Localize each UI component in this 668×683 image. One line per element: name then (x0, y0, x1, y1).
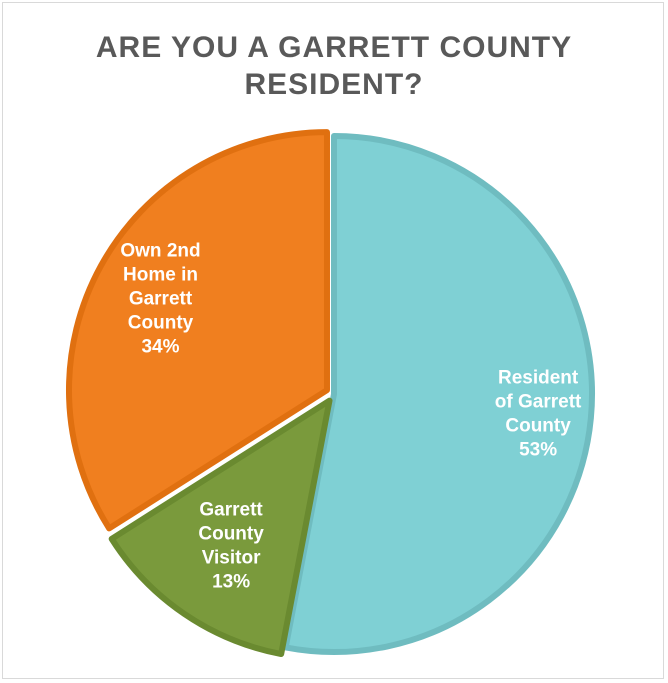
pie-slice-label-line: Home in (123, 265, 198, 286)
pie-slice-label-line: Garrett (129, 289, 193, 310)
pie-slice-label-0: Resident of Garrett County 53% (495, 367, 582, 460)
pie-slice-label-line: 53% (519, 439, 557, 460)
pie-slice-label-line: Garrett (199, 499, 263, 520)
pie-slice-label-line: Visitor (202, 547, 261, 568)
pie-labels: Resident of Garrett County 53% Garrett County… (120, 241, 582, 593)
pie-slice-label-line: Resident (498, 367, 579, 388)
pie-slice-2 (65, 129, 330, 532)
pie-slice-label-line: 34% (141, 337, 179, 358)
pie-slice-label-line: of Garrett (495, 391, 582, 412)
pie-slice-label-line: County (505, 415, 571, 436)
pie-slice-label-line: County (198, 523, 264, 544)
chart-title-line-1: ARE YOU A GARRETT COUNTY (95, 31, 573, 64)
pie-slices (65, 129, 595, 658)
pie-slice-label-line: Own 2nd (120, 241, 200, 262)
pie-slice-label-line: County (128, 313, 194, 334)
pie-slice-0 (282, 133, 595, 655)
pie-slice-1 (108, 397, 333, 658)
pie-slice-label-2: Own 2nd Home in Garrett County 34% (120, 241, 200, 358)
pie-slice-label-line: 13% (212, 571, 250, 592)
chart-title-line-2: RESIDENT? (244, 68, 424, 101)
pie-slice-label-1: Garrett County Visitor 13% (198, 499, 264, 592)
